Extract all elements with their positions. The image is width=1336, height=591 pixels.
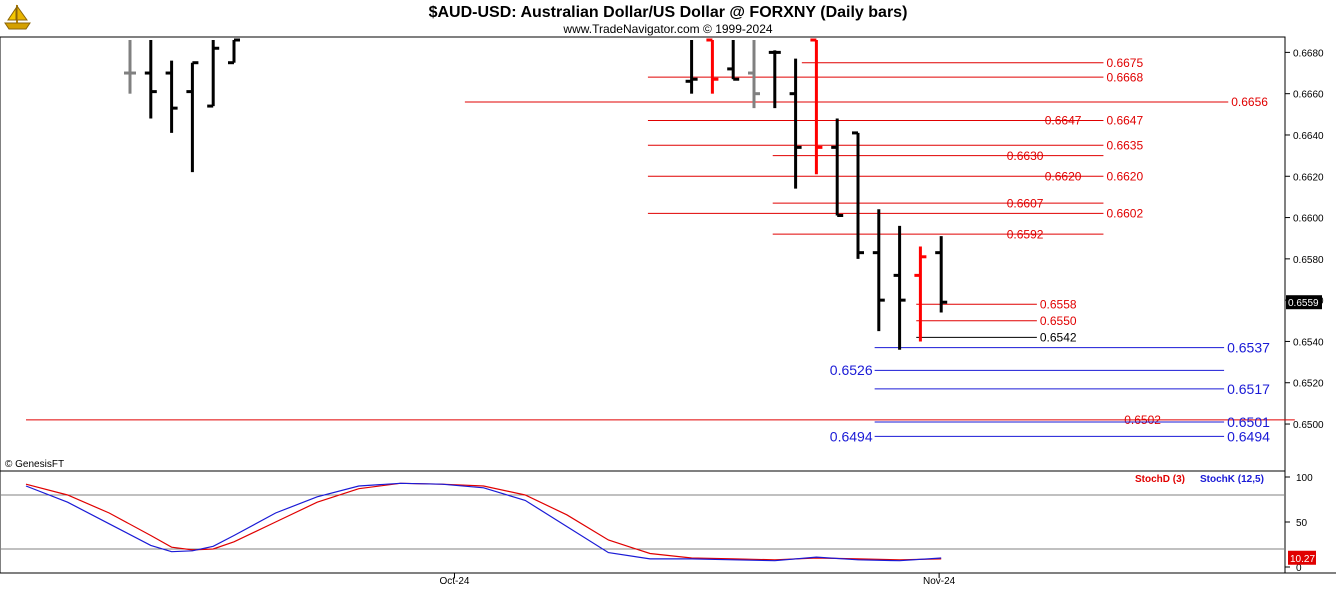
price-level-label: 0.6537	[1227, 340, 1270, 356]
price-level-label: 0.6635	[1106, 138, 1143, 152]
price-level-label: 0.6502	[1124, 413, 1161, 427]
price-level-label: 0.6620	[1045, 169, 1082, 183]
price-level-label: 0.6647	[1106, 114, 1143, 128]
price-tick-label: 0.6520	[1293, 379, 1324, 390]
price-level-label: 0.6656	[1231, 95, 1268, 109]
ohlc-bar	[685, 40, 698, 94]
price-tick-label: 0.6680	[1293, 48, 1324, 59]
ohlc-bar	[872, 209, 885, 332]
ohlc-bar	[207, 40, 220, 108]
ohlc-bar	[810, 38, 823, 175]
price-level-label: 0.6620	[1106, 169, 1143, 183]
price-level-label: 0.6526	[830, 362, 873, 378]
date-axis: Oct-24 Nov-24	[439, 573, 956, 587]
price-axis: 0.6680 0.6660 0.6640 0.6620 0.6600 0.6580 0.65…	[1285, 48, 1324, 431]
price-level-label: 0.6647	[1045, 114, 1082, 128]
ohlc-bar	[935, 236, 948, 313]
stoch-legend-entry: StochD (3)	[1135, 474, 1185, 485]
ohlc-bar	[186, 61, 199, 173]
stoch-tick-label: 50	[1296, 518, 1308, 529]
ohlc-bar	[706, 38, 719, 94]
ohlc-bar	[852, 131, 864, 259]
price-level-label: 0.6668	[1106, 70, 1143, 84]
stoch-value-box	[1288, 550, 1316, 565]
stoch-value-label: 10.27	[1290, 554, 1315, 565]
stochastic-panel: 100 50 0 StochD (3) StochK (12,5) 10.27	[0, 473, 1316, 574]
price-level-label: 0.6607	[1007, 196, 1044, 210]
price-level-label: 0.6542	[1040, 331, 1077, 345]
date-tick-label: Oct-24	[439, 576, 469, 587]
price-level-label: 0.6494	[830, 428, 873, 444]
ohlc-bar	[228, 38, 240, 65]
stoch-tick-label: 0	[1296, 563, 1302, 574]
ohlc-bar	[768, 50, 781, 109]
stoch-tick-label: 100	[1296, 473, 1313, 484]
copyright-label: © GenesisFT	[5, 459, 64, 470]
ohlc-bar	[893, 225, 906, 350]
price-level-label: 0.6592	[1007, 227, 1044, 241]
price-tick-label: 0.6600	[1293, 214, 1324, 225]
price-level-label: 0.6550	[1040, 314, 1077, 328]
stoch-series-line	[25, 482, 942, 562]
date-tick-label: Nov-24	[923, 576, 956, 587]
price-level-label: 0.6602	[1106, 207, 1143, 221]
ohlc-bars	[124, 38, 948, 350]
ohlc-bar	[727, 40, 740, 81]
ohlc-bar	[165, 60, 178, 133]
price-tick-label: 0.6620	[1293, 172, 1324, 183]
last-price-box	[1286, 295, 1322, 310]
ohlc-bar	[748, 40, 760, 109]
ohlc-bar	[831, 118, 844, 217]
sailing-ship-logo-icon	[2, 2, 34, 32]
last-price-label: 0.6559	[1288, 298, 1319, 309]
chart-title: $AUD-USD: Australian Dollar/US Dollar @ …	[429, 4, 908, 21]
price-tick-label: 0.6500	[1293, 420, 1324, 431]
price-tick-label: 0.6540	[1293, 337, 1324, 348]
price-level-label: 0.6675	[1106, 56, 1143, 70]
ohlc-bar	[789, 58, 802, 189]
price-level-label: 0.6501	[1227, 414, 1270, 430]
price-level-label: 0.6630	[1007, 149, 1044, 163]
price-tick-label: 0.6640	[1293, 131, 1324, 142]
chart-subtitle: www.TradeNavigator.com © 1999-2024	[562, 22, 772, 36]
ohlc-bar	[124, 40, 136, 94]
price-tick-label: 0.6660	[1293, 90, 1324, 101]
price-tick-label: 0.6580	[1293, 255, 1324, 266]
price-level-label: 0.6517	[1227, 381, 1270, 397]
price-level-label: 0.6558	[1040, 297, 1077, 311]
ohlc-bar	[144, 40, 157, 119]
stoch-legend-entry: StochK (12,5)	[1200, 474, 1264, 485]
price-level-label: 0.6494	[1227, 428, 1270, 444]
ohlc-bar	[914, 246, 927, 342]
